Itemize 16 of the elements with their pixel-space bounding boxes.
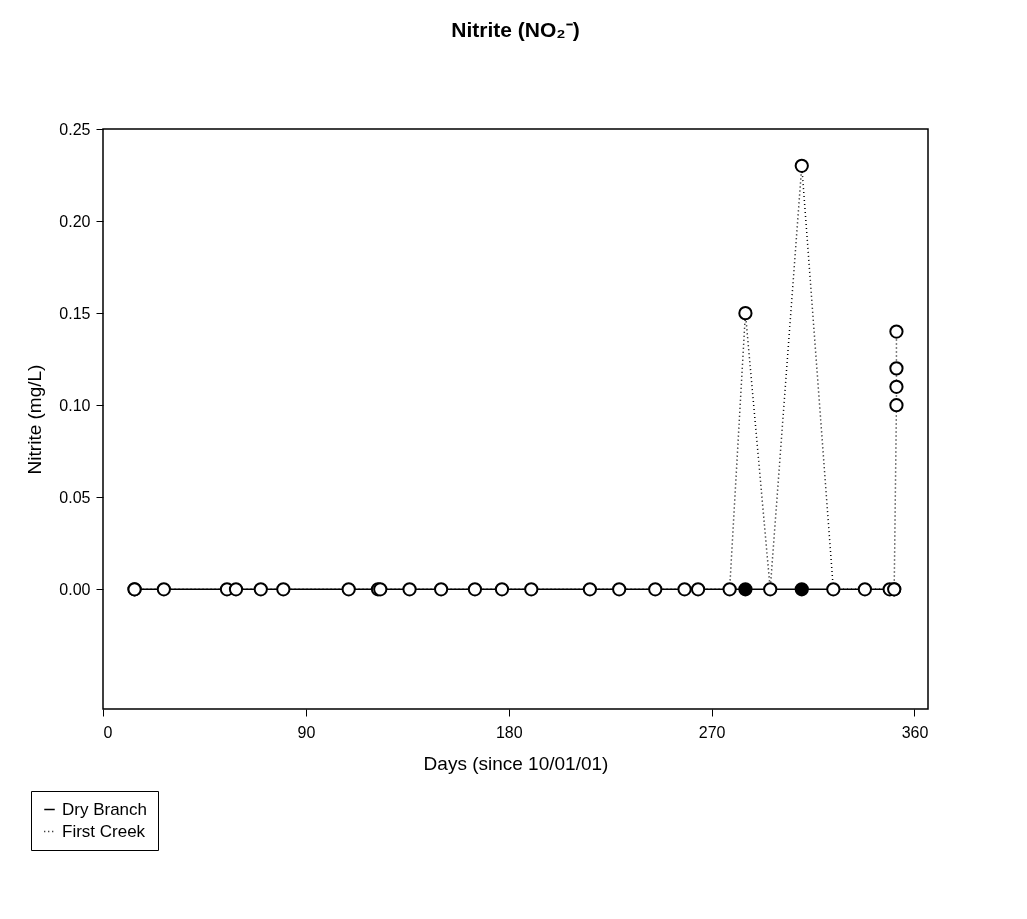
x-tick-label: 90 (297, 723, 316, 741)
y-tick-label: 0.00 (59, 580, 91, 598)
y-tick-label: 0.10 (59, 396, 91, 414)
chart-title: Nitrite (NO₂⁻) (451, 18, 580, 41)
y-tick-label: 0.25 (59, 120, 91, 138)
legend-label: First Creek (62, 821, 146, 841)
x-tick-label: 360 (901, 723, 929, 741)
y-tick-label: 0.20 (59, 212, 91, 230)
y-tick-label: 0.05 (59, 488, 91, 506)
x-tick-label: 0 (103, 723, 113, 741)
x-tick-label: 180 (495, 723, 523, 741)
legend-label: Dry Branch (62, 799, 148, 819)
y-tick-label: 0.15 (59, 304, 91, 322)
y-axis-title: Nitrite (mg/L) (24, 364, 46, 475)
x-axis-title: Days (since 10/01/01) (423, 752, 609, 774)
x-tick-label: 270 (698, 723, 726, 741)
